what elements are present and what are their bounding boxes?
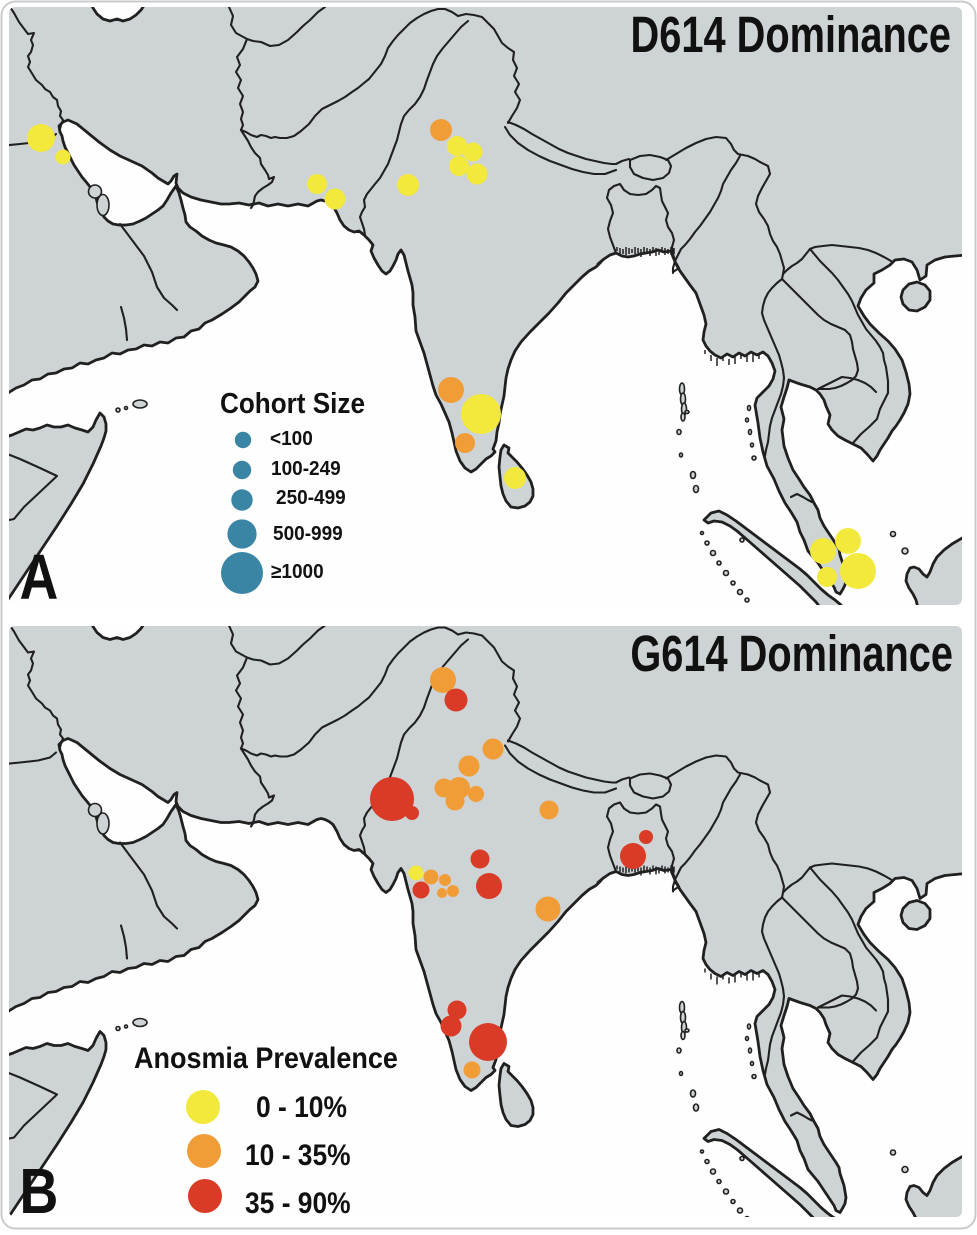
svg-text:0 - 10%: 0 - 10% [256, 1089, 347, 1123]
svg-text:35 - 90%: 35 - 90% [245, 1185, 351, 1219]
svg-text:100-249: 100-249 [271, 458, 341, 481]
svg-text:A: A [20, 541, 59, 614]
svg-text:≥1000: ≥1000 [271, 561, 324, 584]
svg-text:<100: <100 [270, 428, 313, 451]
svg-text:500-999: 500-999 [273, 523, 343, 546]
svg-text:B: B [20, 1155, 59, 1228]
svg-text:Anosmia Prevalence: Anosmia Prevalence [134, 1042, 398, 1076]
svg-text:D614 Dominance: D614 Dominance [631, 6, 951, 63]
svg-text:10 - 35%: 10 - 35% [245, 1137, 351, 1171]
svg-text:Cohort Size: Cohort Size [220, 387, 365, 420]
svg-text:G614 Dominance: G614 Dominance [630, 625, 953, 682]
svg-text:250-499: 250-499 [276, 487, 346, 510]
